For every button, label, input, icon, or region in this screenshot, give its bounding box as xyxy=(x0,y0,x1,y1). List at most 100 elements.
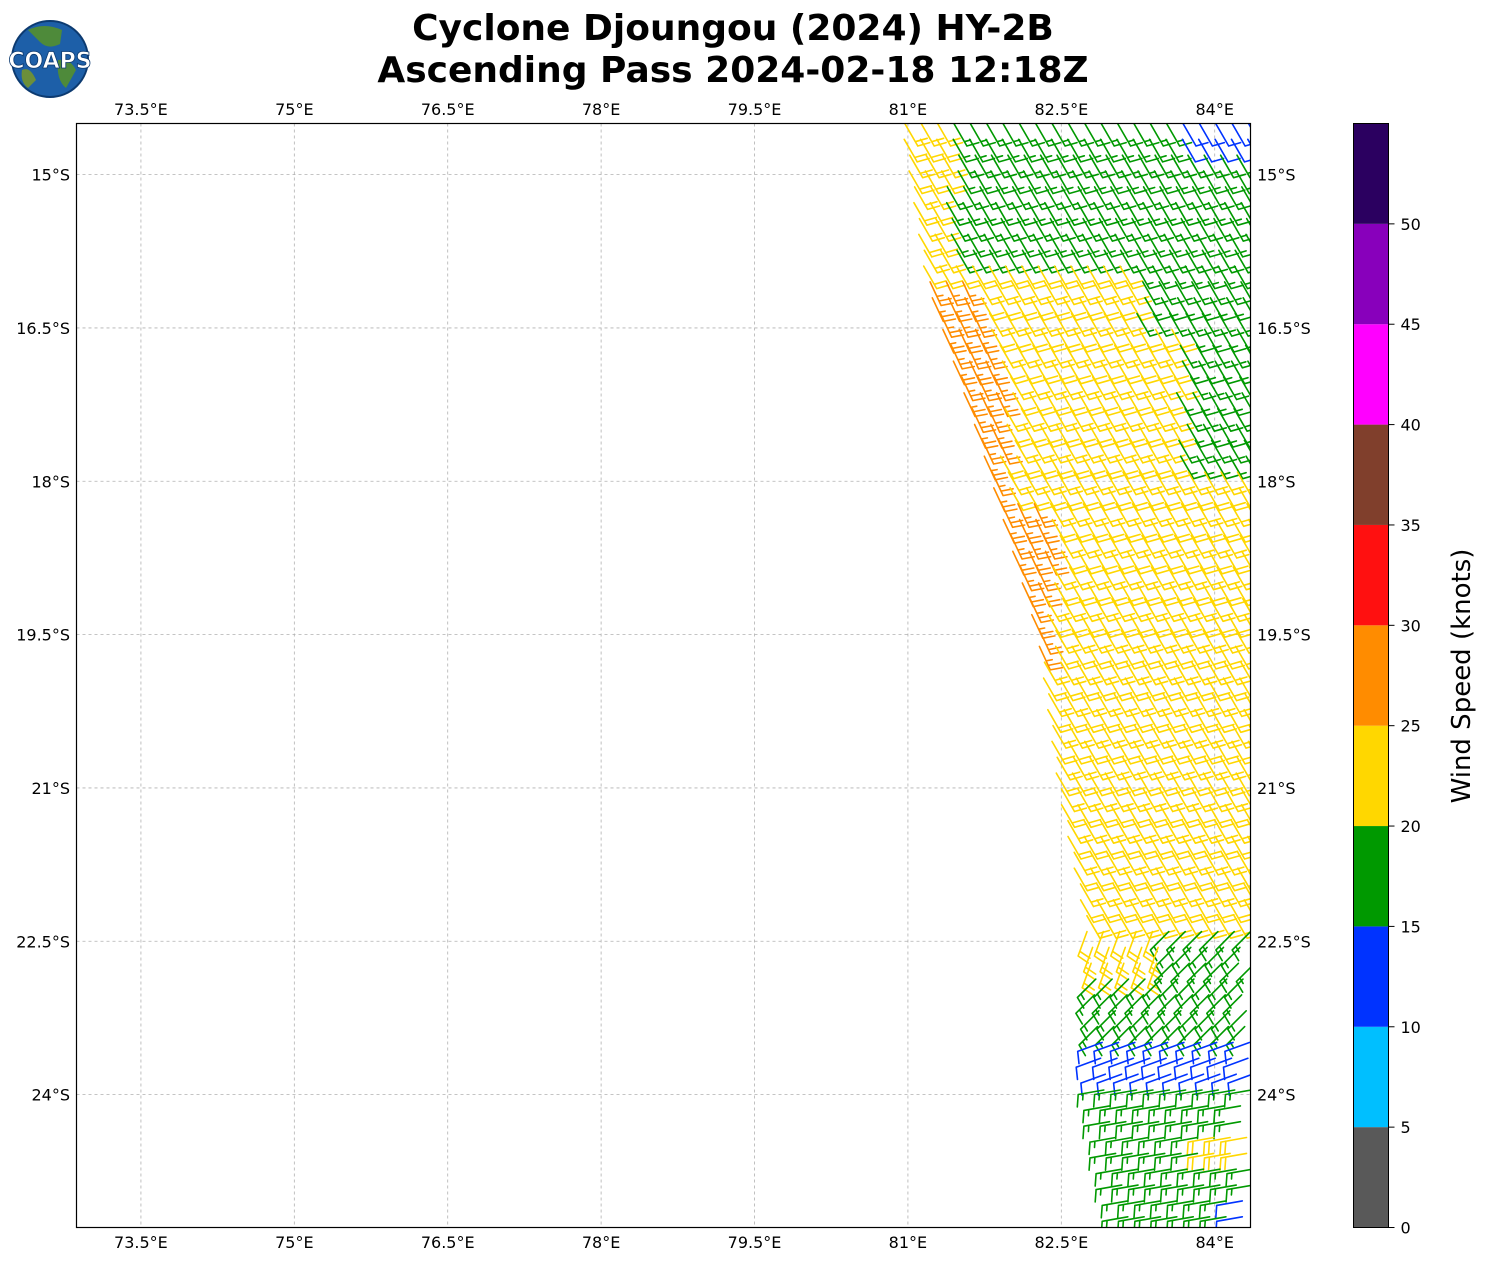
wind-barb xyxy=(1114,455,1141,480)
wind-barb xyxy=(1163,344,1190,369)
wind-barb xyxy=(1085,566,1112,591)
wind-barb xyxy=(1166,1200,1194,1219)
wind-barb xyxy=(1244,693,1251,706)
wind-barb xyxy=(1147,455,1174,480)
wind-barb xyxy=(1055,170,1082,195)
wind-barb xyxy=(1202,423,1230,448)
wind-barb xyxy=(1175,550,1203,575)
wind-barb xyxy=(983,344,1008,370)
wind-barb xyxy=(936,138,963,163)
wind-barb xyxy=(1140,1057,1167,1081)
wind-barb xyxy=(985,138,1012,163)
wind-barb xyxy=(1149,1200,1178,1219)
wind-barb xyxy=(999,233,1027,258)
colorbar-bin xyxy=(1353,1127,1389,1228)
wind-barb xyxy=(950,344,976,370)
wind-barb xyxy=(1020,407,1048,432)
wind-barb xyxy=(1191,1089,1220,1108)
wind-barb xyxy=(1126,804,1153,829)
wind-barb xyxy=(1048,233,1076,258)
wind-barb xyxy=(1048,455,1076,480)
wind-barb xyxy=(1164,1105,1193,1124)
wind-barb xyxy=(1080,613,1107,638)
wind-barb xyxy=(1202,170,1230,195)
wind-barb xyxy=(1211,613,1238,638)
wind-barb xyxy=(1108,376,1135,401)
wind-barb xyxy=(1088,1152,1117,1171)
wind-barb xyxy=(1098,1120,1127,1140)
wind-barb xyxy=(1103,312,1130,337)
wind-barb xyxy=(1166,518,1193,543)
wind-barb xyxy=(1142,804,1170,829)
wind-barb xyxy=(1059,534,1086,559)
colorbar-bin xyxy=(1353,1026,1389,1128)
wind-barb xyxy=(1094,598,1122,623)
wind-barb xyxy=(1168,582,1196,607)
wind-barb xyxy=(1208,1184,1237,1203)
wind-barb xyxy=(1083,835,1110,860)
wind-barb xyxy=(1184,265,1212,290)
wind-barb xyxy=(1107,487,1134,512)
wind-barb xyxy=(1018,518,1044,544)
wind-barb xyxy=(994,281,1022,306)
wind-barb xyxy=(939,265,966,290)
wind-barb xyxy=(1158,1041,1185,1065)
colorbar-tick-label: 20 xyxy=(1401,817,1421,836)
wind-barb xyxy=(1157,376,1184,401)
wind-barb xyxy=(1240,661,1251,682)
colorbar-tick-label: 35 xyxy=(1401,516,1421,535)
wind-barb xyxy=(1154,471,1182,496)
wind-barb xyxy=(1173,534,1201,559)
wind-barb xyxy=(1121,1152,1150,1171)
wind-barb xyxy=(1206,376,1233,401)
wind-barb xyxy=(1091,1057,1118,1081)
wind-barb xyxy=(1224,804,1251,829)
wind-barb xyxy=(1245,455,1251,467)
wind-barb xyxy=(903,138,930,163)
wind-barb xyxy=(1181,138,1209,163)
wind-barb xyxy=(1150,566,1178,591)
wind-barb xyxy=(1037,582,1063,608)
wind-barb xyxy=(1077,550,1104,575)
wind-barb xyxy=(1043,281,1071,306)
wind-barb xyxy=(1069,407,1097,432)
wind-barb xyxy=(1127,1168,1156,1187)
wind-barb xyxy=(1213,1105,1242,1124)
lat-tick-label-right: 19.5°S xyxy=(1257,626,1311,645)
title-line-2: Ascending Pass 2024-02-18 12:18Z xyxy=(377,50,1088,91)
wind-barb xyxy=(1088,1136,1117,1156)
colorbar-tick-label: 40 xyxy=(1401,416,1421,435)
lat-tick-label-right: 15°S xyxy=(1257,166,1296,185)
wind-barb xyxy=(1223,1089,1251,1108)
wind-barb xyxy=(1159,550,1186,575)
wind-barb xyxy=(971,407,997,434)
wind-barb xyxy=(1137,1152,1166,1171)
lon-tick-label-bottom: 78°E xyxy=(582,1233,620,1252)
wind-barb xyxy=(1219,1152,1248,1171)
wind-barb xyxy=(1227,613,1251,638)
wind-barb xyxy=(1068,566,1096,591)
wind-barb xyxy=(1231,123,1251,147)
wind-barb xyxy=(1224,201,1251,226)
wind-barb xyxy=(1174,1089,1203,1108)
wind-barb xyxy=(1219,1136,1248,1156)
wind-barb xyxy=(1151,265,1179,290)
wind-barb xyxy=(1126,1041,1152,1065)
wind-barb xyxy=(1215,1200,1244,1219)
wind-barb xyxy=(1019,566,1045,592)
wind-barb xyxy=(1185,312,1212,337)
wind-barb xyxy=(1119,265,1146,290)
wind-barb xyxy=(1217,407,1244,432)
wind-barb xyxy=(1220,471,1247,496)
colorbar-bin xyxy=(1353,324,1389,425)
colorbar-bin xyxy=(1353,424,1389,525)
wind-barb xyxy=(955,265,983,290)
wind-barb xyxy=(1190,376,1217,401)
wind-barb xyxy=(1121,170,1148,195)
wind-barb xyxy=(1212,455,1239,480)
wind-barb xyxy=(1091,376,1119,401)
wind-barb xyxy=(1055,423,1083,448)
wind-barb xyxy=(1153,1136,1182,1156)
wind-barb xyxy=(1207,281,1234,306)
wind-barb xyxy=(1125,201,1153,226)
